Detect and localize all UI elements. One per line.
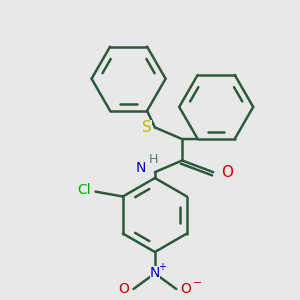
Text: S: S [142, 120, 152, 135]
Text: O: O [118, 282, 129, 296]
Text: O: O [181, 282, 191, 296]
Text: N: N [150, 266, 160, 280]
Text: H: H [149, 153, 159, 166]
Text: Cl: Cl [77, 183, 91, 197]
Text: −: − [193, 278, 202, 288]
Text: N: N [136, 161, 146, 175]
Text: O: O [221, 165, 233, 180]
Text: +: + [158, 262, 166, 272]
